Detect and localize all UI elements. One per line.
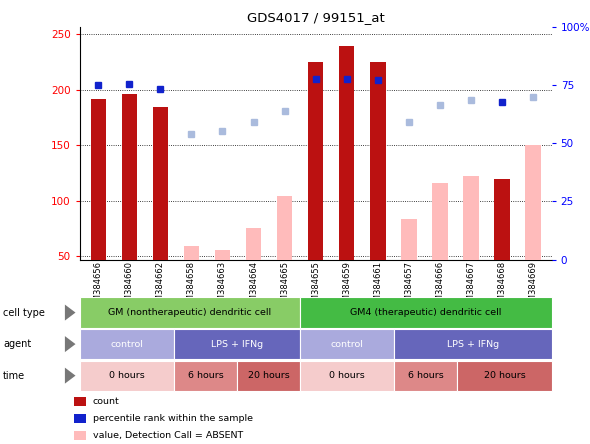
Text: control: control [110,340,143,349]
Bar [494,178,510,260]
Bar [246,227,261,260]
Bar [122,94,137,260]
Text: 6 hours: 6 hours [188,371,224,380]
Text: value, Detection Call = ABSENT: value, Detection Call = ABSENT [93,431,243,440]
Bar [401,219,417,260]
Text: 6 hours: 6 hours [408,371,444,380]
Bar [432,183,448,260]
Text: cell type: cell type [3,308,45,317]
Text: GM (nontherapeutic) dendritic cell: GM (nontherapeutic) dendritic cell [108,308,271,317]
Bar [463,176,478,260]
Text: 0 hours: 0 hours [329,371,365,380]
Text: count: count [93,397,119,406]
Text: control: control [330,340,363,349]
Text: 20 hours: 20 hours [484,371,525,380]
Text: percentile rank within the sample: percentile rank within the sample [93,414,253,423]
Text: LPS + IFNg: LPS + IFNg [211,340,263,349]
Bar [339,46,355,260]
Bar [90,99,106,260]
Bar [215,250,230,260]
Text: agent: agent [3,339,31,349]
Bar [370,62,385,260]
Text: GM4 (therapeutic) dendritic cell: GM4 (therapeutic) dendritic cell [350,308,502,317]
Bar [308,62,323,260]
Bar [277,196,293,260]
Text: time: time [3,371,25,381]
Text: 0 hours: 0 hours [109,371,145,380]
Title: GDS4017 / 99151_at: GDS4017 / 99151_at [247,11,385,24]
Bar [153,107,168,260]
Bar [525,146,541,260]
Bar [183,246,199,260]
Text: 20 hours: 20 hours [248,371,289,380]
Text: LPS + IFNg: LPS + IFNg [447,340,499,349]
